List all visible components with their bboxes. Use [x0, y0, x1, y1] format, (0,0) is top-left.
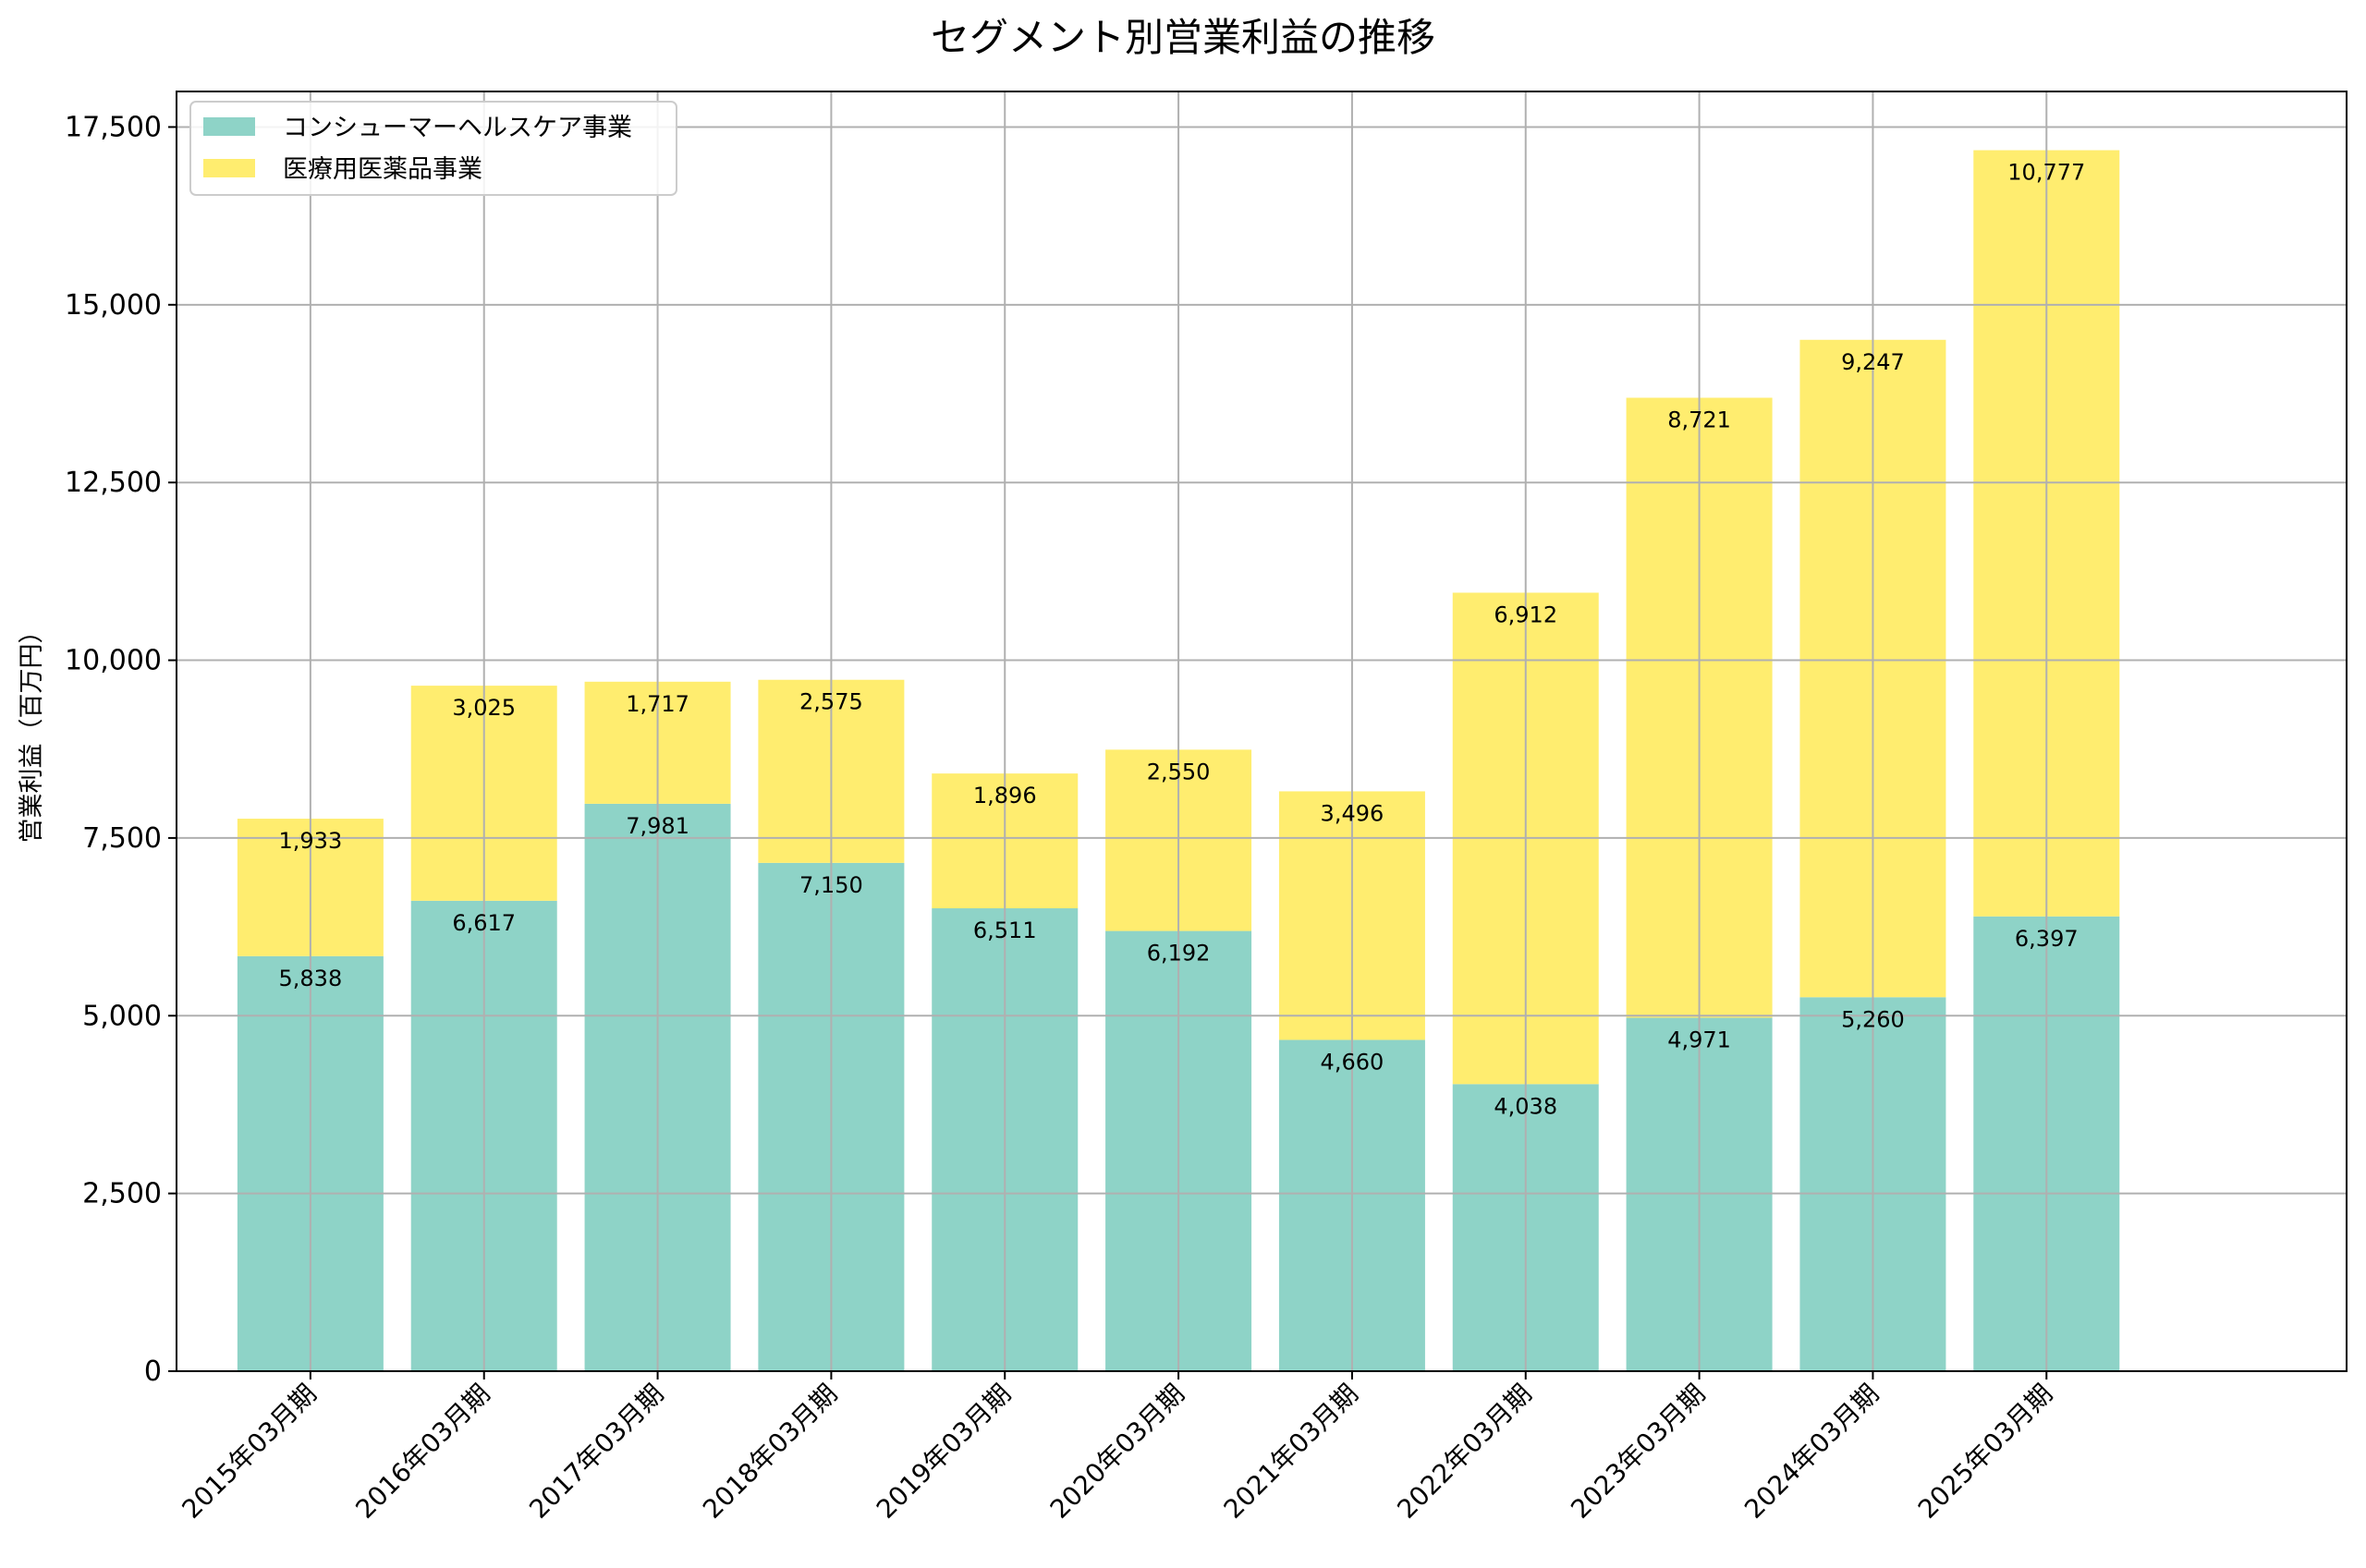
legend-swatch	[203, 117, 255, 136]
x-axis: 2015年03月期 2016年03月期 2017年03月期 2018年03月期 2019…	[177, 1371, 2058, 1525]
y-tick-label: 15,000	[65, 289, 162, 322]
data-label: 4,660	[1321, 1049, 1384, 1075]
x-tick-label: 2019年03月期	[871, 1379, 1017, 1525]
x-tick-label: 2024年03月期	[1738, 1379, 1884, 1525]
data-label: 9,247	[1841, 349, 1905, 375]
x-tick-label: 2015年03月期	[177, 1379, 323, 1525]
x-tick-label: 2016年03月期	[349, 1379, 495, 1525]
y-tick-label: 7,500	[82, 822, 162, 855]
data-label: 1,717	[626, 691, 689, 717]
x-tick-label: 2021年03月期	[1218, 1379, 1364, 1525]
x-tick-label: 2017年03月期	[523, 1379, 669, 1525]
data-label: 6,397	[2015, 926, 2079, 952]
data-label: 7,150	[799, 872, 863, 898]
x-tick-label: 2023年03月期	[1565, 1379, 1711, 1525]
data-label: 2,575	[799, 689, 863, 715]
x-tick-label: 2020年03月期	[1044, 1379, 1190, 1525]
legend-label: 医療用医薬品事業	[283, 155, 482, 184]
data-label: 5,260	[1841, 1006, 1905, 1032]
data-label: 1,896	[973, 783, 1037, 808]
data-label: 3,025	[452, 695, 516, 721]
legend-box	[189, 101, 677, 196]
x-tick-label: 2018年03月期	[697, 1379, 843, 1525]
data-label: 8,721	[1667, 407, 1731, 432]
data-label: 4,971	[1667, 1027, 1731, 1053]
data-label: 3,496	[1321, 800, 1384, 826]
x-tick-label: 2025年03月期	[1912, 1379, 2058, 1525]
data-label: 7,981	[626, 813, 689, 839]
plot-frame	[176, 91, 2348, 1372]
y-tick-label: 17,500	[65, 111, 162, 143]
y-tick-label: 10,000	[65, 645, 162, 677]
x-tick-label: 2022年03月期	[1391, 1379, 1537, 1525]
data-label: 5,838	[279, 966, 343, 991]
data-label: 4,038	[1494, 1093, 1557, 1119]
chart-title: セグメント別営業利益の推移	[931, 15, 1435, 60]
y-tick-label: 5,000	[82, 1000, 162, 1032]
y-tick-label: 2,500	[82, 1178, 162, 1210]
y-tick-label: 0	[144, 1355, 162, 1388]
data-label: 6,192	[1147, 941, 1211, 966]
data-label: 6,511	[973, 918, 1037, 943]
y-tick-label: 12,500	[65, 467, 162, 499]
data-labels: 5,838 1,933 6,617 3,025 7,981 1,717 7,150 2,575…	[279, 160, 2086, 1120]
legend-swatch	[203, 159, 255, 177]
data-label: 6,912	[1494, 602, 1557, 627]
data-label: 6,617	[452, 910, 516, 936]
legend-label: コンシューマーヘルスケア事業	[283, 114, 632, 142]
data-label: 10,777	[2007, 160, 2085, 186]
data-label: 2,550	[1147, 759, 1211, 784]
data-label: 1,933	[279, 828, 343, 854]
y-axis-label: 営業利益（百万円）	[18, 619, 46, 844]
grid	[177, 91, 2347, 1372]
y-axis: 0 2,500 5,000 7,500 10,000 12,500 15,000 17,500	[65, 111, 177, 1388]
